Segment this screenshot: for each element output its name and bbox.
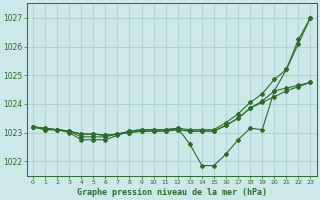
X-axis label: Graphe pression niveau de la mer (hPa): Graphe pression niveau de la mer (hPa) [77, 188, 267, 197]
